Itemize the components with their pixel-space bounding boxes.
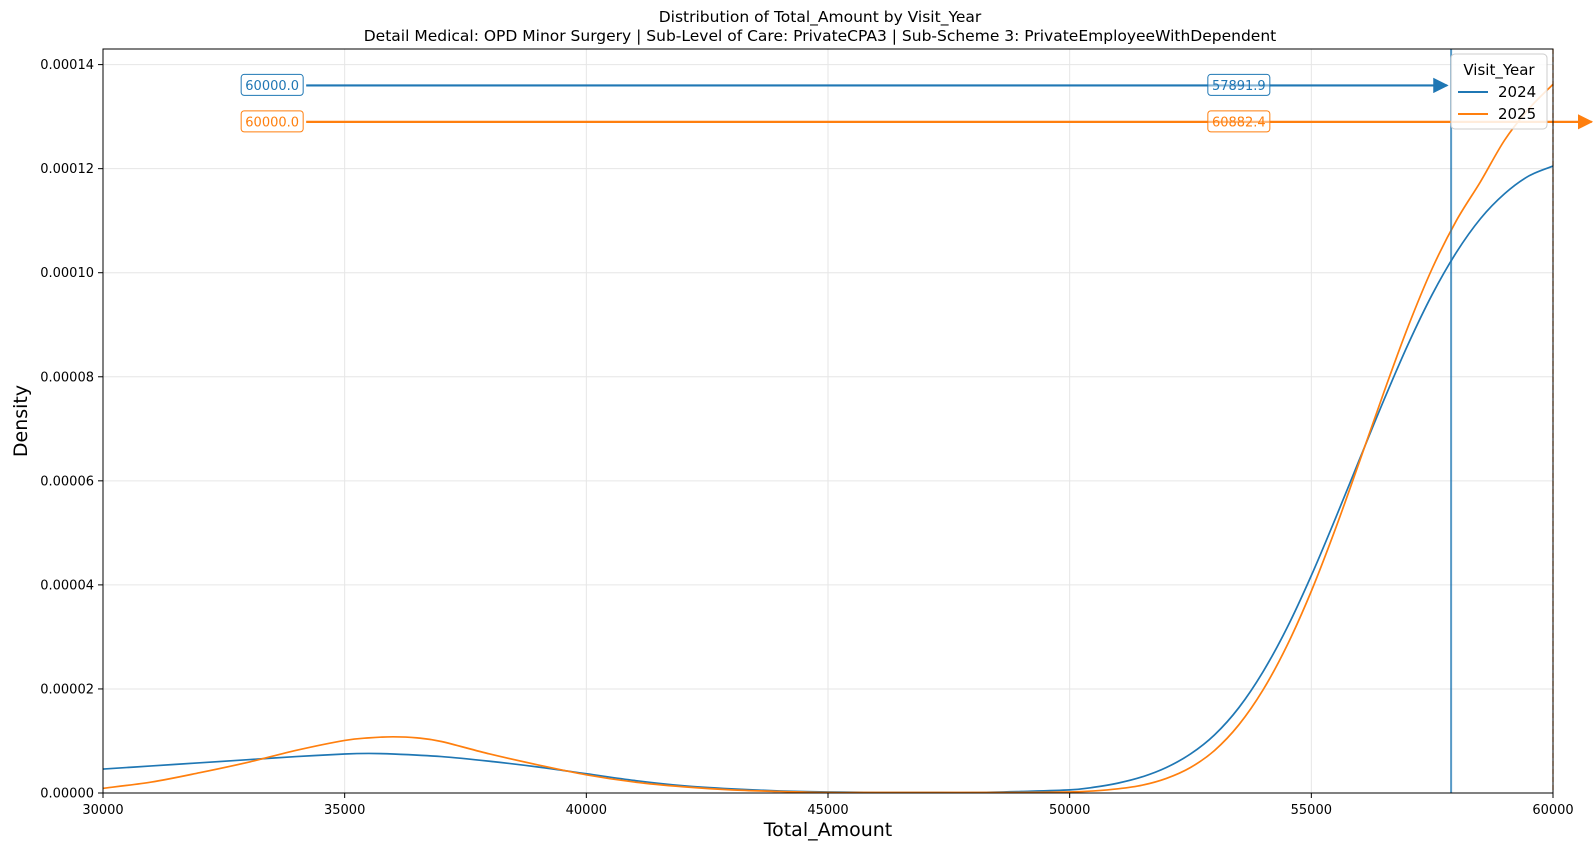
x-tick-label: 45000	[807, 803, 848, 818]
x-tick-label: 60000	[1532, 803, 1573, 818]
series-line-2024	[102, 165, 1554, 794]
x-tick-label: 40000	[566, 803, 607, 818]
x-axis-ticks: 30000 35000 40000 45000 50000 55000 60000	[82, 793, 1574, 818]
annotation-box	[240, 110, 304, 133]
annotation-box	[1207, 73, 1271, 96]
y-tick-label: 0.00006	[40, 474, 94, 489]
density-curves	[102, 83, 1554, 794]
grid-lines	[102, 49, 1554, 794]
series-line-2025	[102, 83, 1554, 794]
x-tick-label: 35000	[324, 803, 365, 818]
chart-subtitle: Detail Medical: OPD Minor Surgery | Sub-…	[364, 27, 1277, 45]
x-tick-label: 30000	[82, 803, 123, 818]
y-tick-label: 0.00000	[40, 787, 94, 802]
annotations: 60000.0 57891.9 60000.0 60882.4	[240, 73, 1594, 133]
legend-entry-2025: 2025	[1498, 105, 1536, 123]
y-tick-label: 0.00012	[40, 162, 94, 177]
annotation-box	[240, 73, 304, 96]
y-axis-label: Density	[10, 385, 32, 457]
x-axis-label: Total_Amount	[763, 819, 893, 841]
legend-title: Visit_Year	[1463, 61, 1535, 80]
chart-title: Distribution of Total_Amount by Visit_Ye…	[659, 8, 982, 27]
y-tick-label: 0.00002	[40, 682, 94, 697]
y-tick-label: 0.00010	[40, 266, 94, 281]
x-tick-label: 55000	[1291, 803, 1332, 818]
annotation-label: 60000.0	[245, 79, 299, 94]
y-tick-label: 0.00014	[40, 58, 94, 73]
legend: Visit_Year 2024 2025	[1450, 53, 1548, 130]
annotation-label: 57891.9	[1212, 79, 1266, 94]
y-tick-label: 0.00008	[40, 370, 94, 385]
annotation-label: 60882.4	[1212, 115, 1266, 130]
annotation-box	[1207, 110, 1271, 133]
x-tick-label: 50000	[1049, 803, 1090, 818]
annotation-label: 60000.0	[245, 115, 299, 130]
y-tick-label: 0.00004	[40, 578, 94, 593]
legend-entry-2024: 2024	[1498, 83, 1536, 101]
legend-box	[1450, 53, 1548, 130]
y-axis-ticks: 0.00000 0.00002 0.00004 0.00006 0.00008 0.000…	[40, 58, 103, 802]
